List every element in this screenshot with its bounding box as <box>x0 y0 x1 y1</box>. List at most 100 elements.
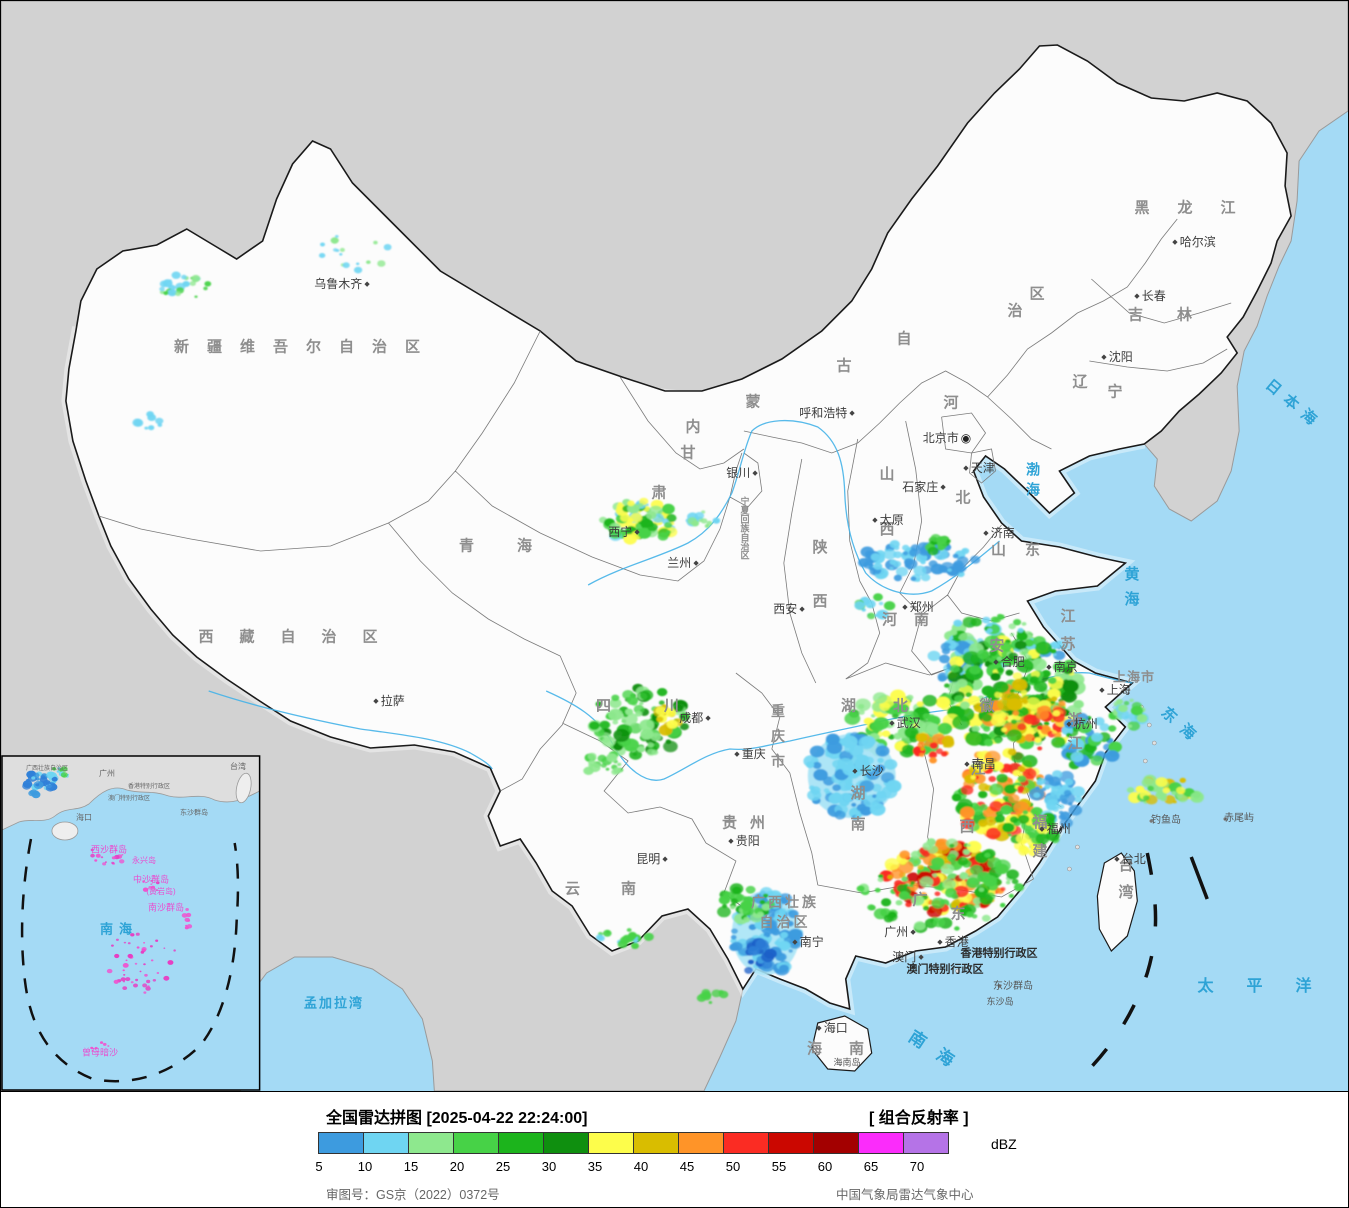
echo-dot <box>962 549 967 553</box>
echo-dot <box>167 289 177 297</box>
echo-dot <box>960 785 974 795</box>
unit-label: dBZ <box>991 1136 1017 1152</box>
echo-dot <box>841 735 858 749</box>
inset-island-dot <box>155 889 158 891</box>
colorbar-cell-10 <box>363 1132 409 1154</box>
reflectivity-colorbar <box>318 1132 949 1154</box>
echo-dot <box>1010 719 1017 725</box>
echo-dot <box>1024 639 1034 647</box>
echo-dot <box>731 928 738 934</box>
echo-dot <box>891 713 899 719</box>
echo-dot <box>937 722 953 735</box>
echo-dot <box>1164 795 1176 804</box>
echo-dot <box>949 843 955 848</box>
echo-dot <box>1035 641 1052 655</box>
echo-dot <box>625 708 634 715</box>
echo-dot <box>1037 746 1043 751</box>
echo-dot <box>954 695 964 703</box>
echo-dot <box>601 736 616 747</box>
echo-dot <box>893 574 902 582</box>
echo-dot <box>856 803 867 812</box>
echo-dot <box>906 872 920 883</box>
inset-island-dot <box>184 917 190 923</box>
echo-dot <box>1006 729 1022 742</box>
inset-island-dot <box>106 968 113 974</box>
echo-dot <box>872 692 888 704</box>
echo-dot <box>1007 699 1022 711</box>
echo-dot <box>740 900 754 911</box>
echo-dot <box>1172 800 1177 804</box>
colorbar-cell-35 <box>588 1132 634 1154</box>
echo-dot <box>910 881 915 885</box>
echo-dot <box>895 900 903 906</box>
echo-dot <box>168 279 172 283</box>
echo-dot <box>1044 784 1051 790</box>
echo-dot <box>1136 714 1148 723</box>
echo-dot <box>873 562 883 570</box>
echo-dot <box>889 559 897 565</box>
echo-dot <box>679 712 690 722</box>
echo-dot <box>1016 659 1034 673</box>
echo-dot <box>144 426 149 430</box>
echo-dot <box>1177 794 1188 803</box>
echo-dot <box>204 281 212 287</box>
inset-island-dot <box>149 945 153 948</box>
echo-dot <box>655 706 667 716</box>
echo-dot <box>810 786 821 795</box>
echo-dot <box>919 876 934 888</box>
echo-dot <box>189 281 196 286</box>
echo-dot <box>864 756 874 765</box>
echo-dot <box>330 237 339 244</box>
echo-dot <box>972 897 982 905</box>
echo-dot <box>1059 792 1076 805</box>
inset-border <box>1 755 261 1091</box>
inset-island-dot <box>143 963 146 966</box>
echo-dot <box>1099 723 1110 732</box>
echo-dot <box>1051 736 1066 748</box>
echo-dot <box>981 713 992 722</box>
echo-dot <box>1013 883 1025 892</box>
echo-dot <box>966 877 980 889</box>
echo-dot <box>1033 681 1048 693</box>
boundary-dash-lines <box>1076 852 1209 1083</box>
echo-dot <box>1129 698 1134 703</box>
echo-dot <box>787 928 804 942</box>
echo-dot <box>175 291 181 297</box>
echo-dot <box>984 852 991 858</box>
echo-dot <box>748 924 757 931</box>
colorbar-cell-50 <box>723 1132 769 1154</box>
echo-dot <box>944 683 950 688</box>
echo-dot <box>878 601 884 606</box>
echo-dot <box>637 746 646 753</box>
echo-dot <box>987 622 993 627</box>
inset-island-dot <box>115 938 119 941</box>
inset-island-dot <box>111 856 116 860</box>
echo-dot <box>998 614 1005 620</box>
colorbar-cell-25 <box>498 1132 544 1154</box>
inset-echo-dot <box>35 783 40 787</box>
echo-dot <box>756 911 765 918</box>
echo-dot <box>182 281 190 287</box>
echo-dot <box>1036 823 1050 834</box>
echo-dot <box>913 921 926 931</box>
echo-dot <box>989 649 998 657</box>
echo-dot <box>1044 774 1054 782</box>
echo-dot <box>910 850 921 859</box>
echo-dot <box>1046 803 1057 811</box>
echo-dot <box>983 726 991 732</box>
inset-island-dot <box>141 947 147 952</box>
inset-island-dot <box>123 980 125 983</box>
echo-dot <box>935 696 951 709</box>
echo-dot <box>917 864 924 871</box>
echo-dot <box>1128 724 1133 728</box>
echo-dot <box>335 235 339 238</box>
echo-dot <box>1162 787 1171 794</box>
inset-island-dot <box>150 885 155 889</box>
echo-dot <box>934 891 941 897</box>
inset-echo-dot <box>47 771 55 778</box>
echo-dot <box>868 566 874 571</box>
echo-dot <box>1035 833 1050 845</box>
inset-echo-dot <box>51 776 58 782</box>
echo-dot <box>913 723 918 728</box>
echo-dot <box>953 619 963 627</box>
